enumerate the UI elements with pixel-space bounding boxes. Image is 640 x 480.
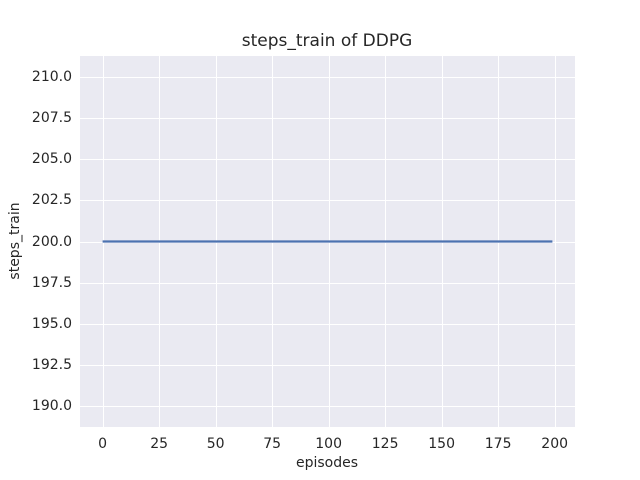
y-axis-label: steps_train	[7, 202, 23, 280]
y-tick-label: 192.5	[31, 357, 72, 374]
y-tick-label: 200.0	[31, 233, 72, 250]
y-tick-label: 197.5	[31, 274, 72, 291]
x-tick-label: 150	[428, 436, 456, 452]
x-tick-label: 0	[98, 436, 108, 452]
gridline-horizontal	[80, 200, 575, 202]
y-tick-label: 207.5	[31, 109, 72, 126]
chart-title: steps_train of DDPG	[241, 31, 413, 51]
x-tick-label: 200	[541, 436, 569, 452]
y-tick-label: 190.0	[31, 398, 72, 415]
y-tick-label: 202.5	[31, 192, 72, 209]
gridline-horizontal	[80, 241, 575, 243]
gridline-horizontal	[80, 323, 575, 325]
x-tick-label: 75	[263, 436, 282, 452]
gridline-horizontal	[80, 76, 575, 78]
gridline-horizontal	[80, 282, 575, 284]
gridline-horizontal	[80, 117, 575, 119]
y-tick-label: 210.0	[31, 68, 72, 85]
y-tick-label: 195.0	[31, 315, 72, 332]
y-tick-label: 205.0	[31, 151, 72, 168]
gridline-horizontal	[80, 159, 575, 161]
plot-area	[80, 56, 575, 427]
x-tick-label: 175	[484, 436, 512, 452]
x-axis-label: episodes	[295, 455, 359, 471]
gridline-horizontal	[80, 365, 575, 367]
gridline-horizontal	[80, 406, 575, 408]
x-tick-label: 100	[315, 436, 342, 452]
x-tick-label: 125	[371, 436, 399, 452]
x-tick-label: 25	[150, 436, 169, 452]
x-tick-label: 50	[206, 436, 225, 452]
